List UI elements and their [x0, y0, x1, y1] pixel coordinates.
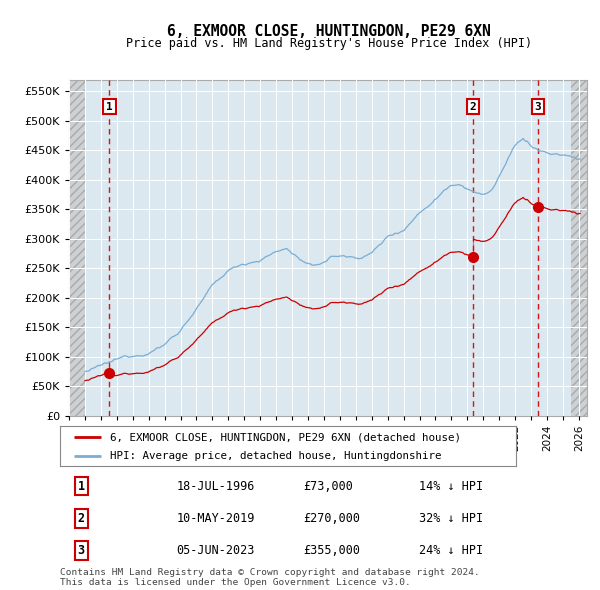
Text: Contains HM Land Registry data © Crown copyright and database right 2024.
This d: Contains HM Land Registry data © Crown c…	[60, 568, 480, 587]
Text: Price paid vs. HM Land Registry's House Price Index (HPI): Price paid vs. HM Land Registry's House …	[126, 37, 532, 50]
Text: 32% ↓ HPI: 32% ↓ HPI	[419, 512, 483, 525]
Text: 10-MAY-2019: 10-MAY-2019	[176, 512, 254, 525]
Text: 6, EXMOOR CLOSE, HUNTINGDON, PE29 6XN: 6, EXMOOR CLOSE, HUNTINGDON, PE29 6XN	[167, 24, 491, 38]
Text: 3: 3	[77, 544, 85, 557]
Bar	[69, 80, 85, 416]
Bar	[571, 80, 587, 416]
Text: 2: 2	[470, 101, 476, 112]
Text: 14% ↓ HPI: 14% ↓ HPI	[419, 480, 483, 493]
Text: 18-JUL-1996: 18-JUL-1996	[176, 480, 254, 493]
Text: 24% ↓ HPI: 24% ↓ HPI	[419, 544, 483, 557]
Text: £73,000: £73,000	[303, 480, 353, 493]
Text: HPI: Average price, detached house, Huntingdonshire: HPI: Average price, detached house, Hunt…	[110, 451, 442, 461]
Text: £270,000: £270,000	[303, 512, 360, 525]
Text: 2: 2	[77, 512, 85, 525]
Text: 6, EXMOOR CLOSE, HUNTINGDON, PE29 6XN (detached house): 6, EXMOOR CLOSE, HUNTINGDON, PE29 6XN (d…	[110, 432, 461, 442]
Text: 05-JUN-2023: 05-JUN-2023	[176, 544, 254, 557]
Text: 1: 1	[106, 101, 113, 112]
Text: 3: 3	[535, 101, 541, 112]
Text: £355,000: £355,000	[303, 544, 360, 557]
Text: 1: 1	[77, 480, 85, 493]
